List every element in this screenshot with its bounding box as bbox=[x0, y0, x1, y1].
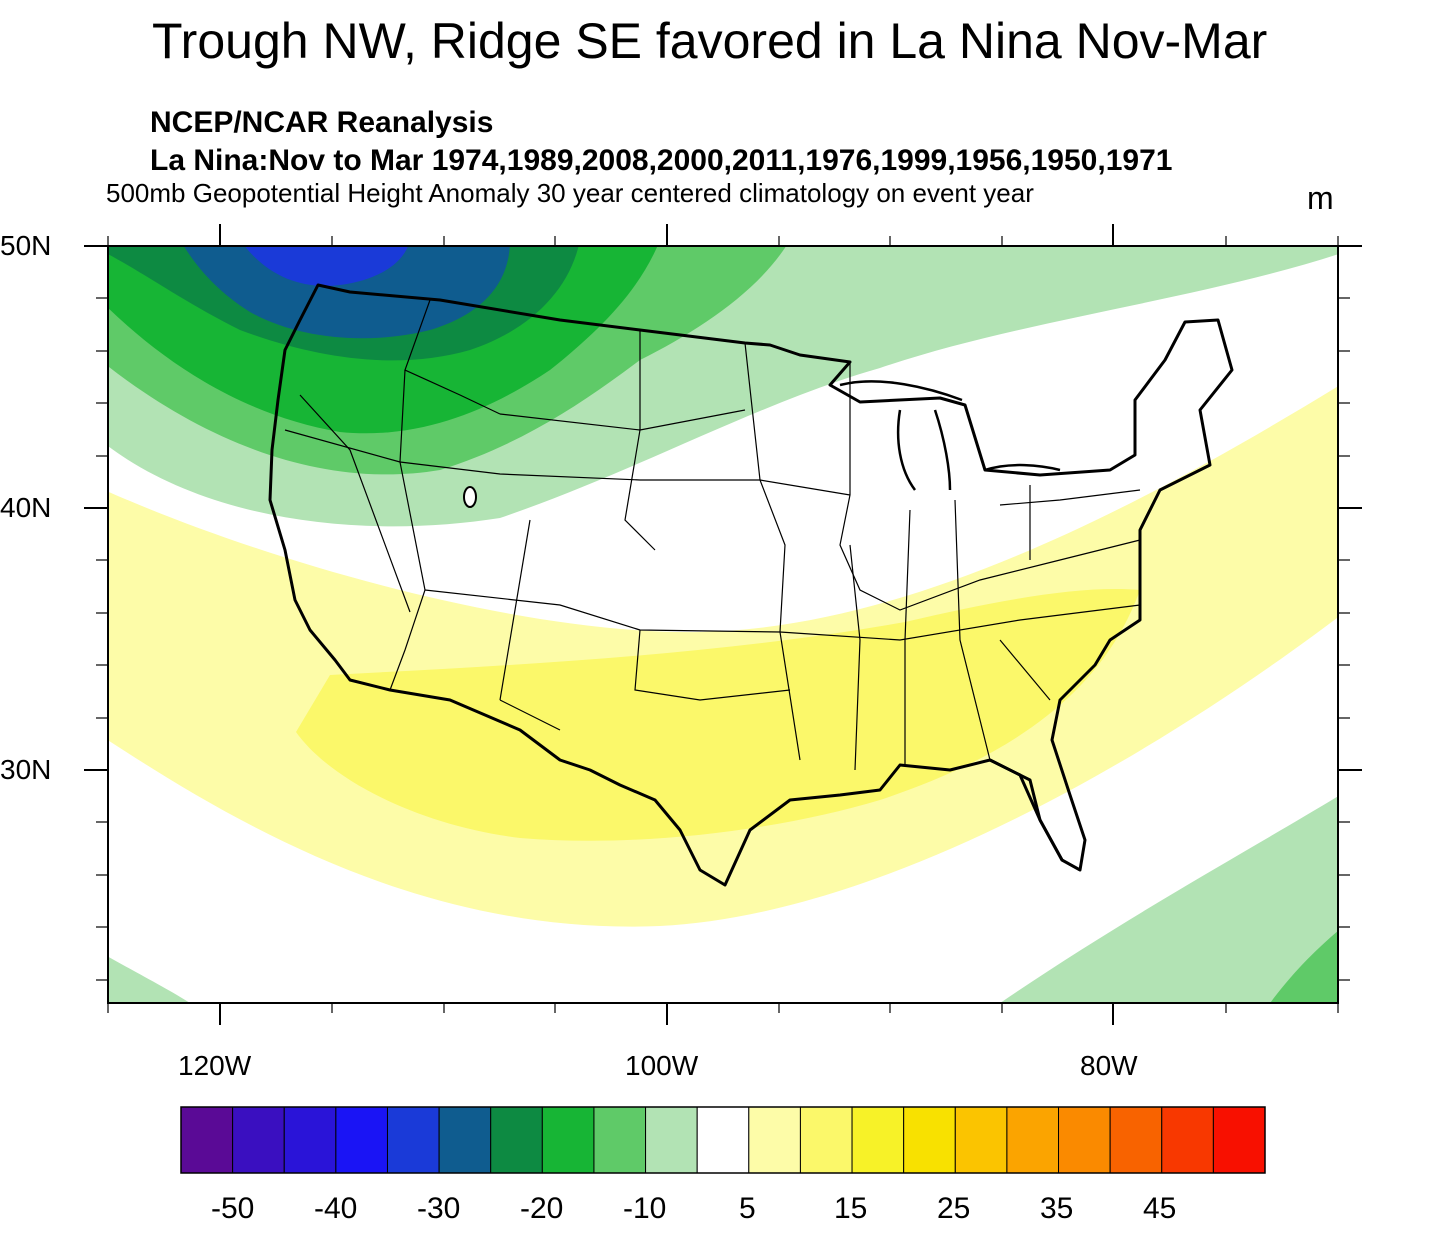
colorbar-swatch bbox=[232, 1106, 285, 1174]
colorbar-swatch bbox=[1212, 1106, 1266, 1174]
colorbar-swatch bbox=[335, 1106, 388, 1174]
colorbar-swatch bbox=[696, 1106, 750, 1174]
colorbar-swatch bbox=[283, 1106, 337, 1174]
colorbar-swatch bbox=[1006, 1106, 1060, 1174]
colorbar-label: -10 bbox=[623, 1192, 667, 1225]
lon-label-80w: 80W bbox=[1080, 1050, 1138, 1081]
colorbar-swatch bbox=[386, 1106, 440, 1174]
colorbar-swatch bbox=[438, 1106, 492, 1174]
conus-coastline bbox=[268, 283, 1234, 887]
colorbar-label: 15 bbox=[834, 1192, 868, 1225]
contour-band-se-neg-5 bbox=[1000, 796, 1338, 1003]
colorbar-swatch bbox=[645, 1106, 698, 1174]
colorbar-swatch bbox=[954, 1106, 1008, 1174]
lon-label-120w: 120W bbox=[178, 1050, 252, 1081]
colorbar-label: 5 bbox=[739, 1192, 756, 1225]
colorbar-swatch bbox=[180, 1106, 234, 1174]
colorbar-label: -50 bbox=[211, 1192, 255, 1225]
great-salt-lake bbox=[463, 486, 477, 508]
dataset-subtitle: NCEP/NCAR Reanalysis bbox=[150, 106, 494, 139]
colorbar-swatch bbox=[748, 1106, 801, 1174]
lat-label-30n: 30N bbox=[0, 754, 52, 785]
colorbar-swatch bbox=[1161, 1106, 1214, 1174]
contour-band-pos-15 bbox=[296, 589, 1140, 841]
map-frame bbox=[107, 245, 1339, 1004]
lon-label-100w: 100W bbox=[625, 1050, 699, 1081]
colorbar-swatch bbox=[593, 1106, 647, 1174]
variable-subtitle: 500mb Geopotential Height Anomaly 30 yea… bbox=[106, 178, 1034, 208]
colorbar-label: 35 bbox=[1040, 1192, 1074, 1225]
colorbar-swatch bbox=[1109, 1106, 1163, 1174]
map-title: Trough NW, Ridge SE favored in La Nina N… bbox=[152, 13, 1268, 69]
contour-band-se-neg-10 bbox=[1270, 930, 1338, 1003]
minor-ticks bbox=[96, 236, 1350, 1013]
colorbar-swatch bbox=[903, 1106, 956, 1174]
lat-label-50n: 50N bbox=[0, 230, 52, 261]
lat-label-40n: 40N bbox=[0, 492, 52, 523]
colorbar bbox=[180, 1106, 1266, 1174]
colorbar-label: 45 bbox=[1143, 1192, 1177, 1225]
colorbar-swatch bbox=[490, 1106, 543, 1174]
colorbar-frame bbox=[180, 1106, 1266, 1174]
major-ticks bbox=[84, 224, 1362, 1025]
colorbar-swatch bbox=[799, 1106, 853, 1174]
events-subtitle: La Nina:Nov to Mar 1974,1989,2008,2000,2… bbox=[150, 144, 1173, 177]
anomaly-field bbox=[108, 246, 1338, 1003]
colorbar-label: 25 bbox=[937, 1192, 971, 1225]
colorbar-label: -20 bbox=[520, 1192, 564, 1225]
units-label: m bbox=[1307, 180, 1334, 216]
state-boundaries bbox=[284, 299, 1141, 771]
great-lakes bbox=[839, 380, 1061, 491]
florida-outline bbox=[989, 758, 1081, 872]
colorbar-label: -30 bbox=[417, 1192, 461, 1225]
colorbar-swatch bbox=[851, 1106, 905, 1174]
contour-band-sw-neg-5 bbox=[108, 956, 190, 1003]
colorbar-swatch bbox=[541, 1106, 595, 1174]
colorbar-swatch bbox=[1058, 1106, 1111, 1174]
colorbar-label: -40 bbox=[314, 1192, 358, 1225]
contour-band-neg-30 bbox=[244, 246, 409, 286]
